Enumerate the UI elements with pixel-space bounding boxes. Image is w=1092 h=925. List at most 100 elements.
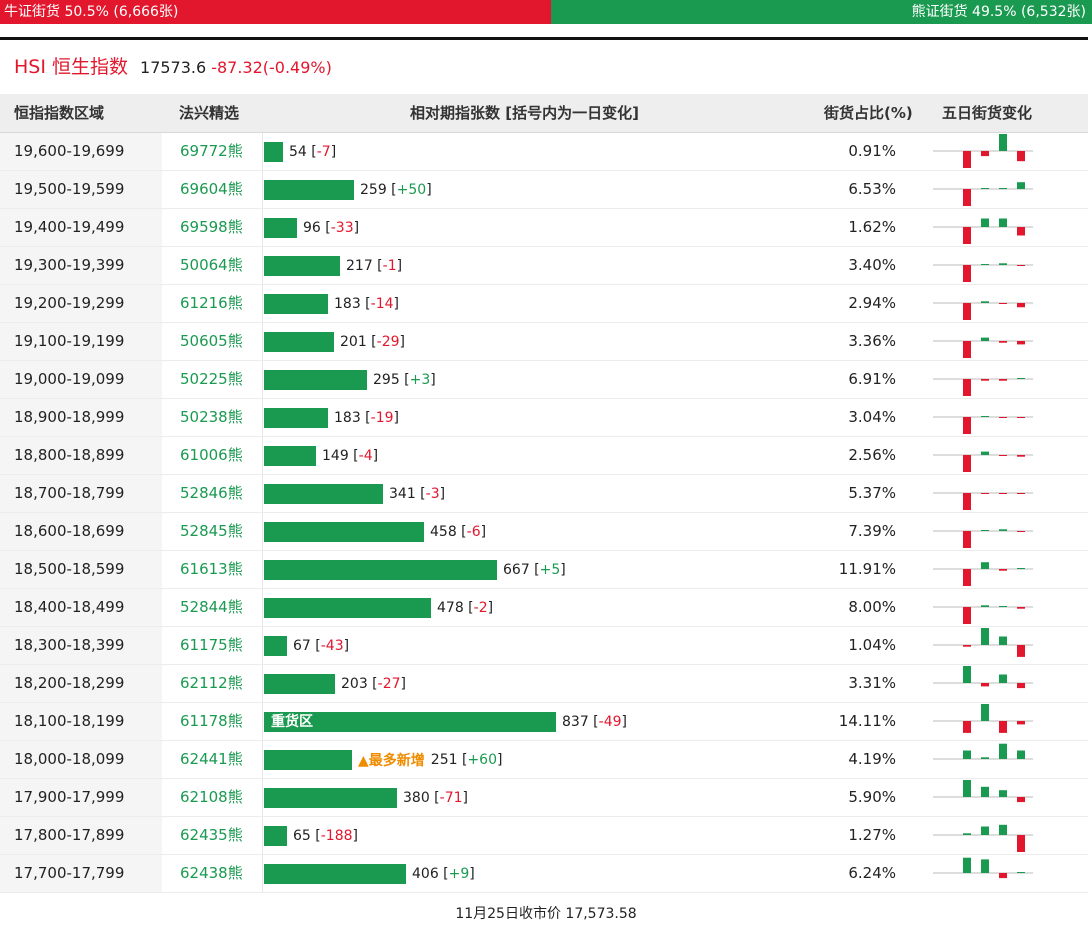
range-cell: 19,100-19,199: [0, 323, 162, 360]
count-number: 201: [340, 333, 367, 350]
warrant-code-link[interactable]: 52846熊: [163, 475, 263, 512]
table-row: 19,400-19,499 69598熊 96 [-33] 1.62%: [0, 209, 1088, 247]
five-day-sparkline: [933, 451, 1033, 472]
sparkline-bar: [999, 303, 1007, 304]
warrant-code-link[interactable]: 50605熊: [163, 323, 263, 360]
table-header: 恒指指数区域 法兴精选 相对期指张数 [括号内为一日变化] 街货占比(%) 五日…: [0, 94, 1088, 133]
most-new-flag: ▲最多新增: [358, 752, 425, 769]
sparkline-bar: [999, 790, 1007, 797]
count-cell: 149 [-4]: [264, 437, 378, 474]
warrant-code-link[interactable]: 62108熊: [163, 779, 263, 816]
sparkline-bar: [981, 562, 989, 569]
sparkline-bar: [981, 301, 989, 303]
count-value: 183 [-14]: [334, 295, 399, 312]
count-value: 667 [+5]: [503, 561, 566, 578]
count-value: 295 [+3]: [373, 371, 436, 388]
count-cell: 341 [-3]: [264, 475, 445, 512]
warrant-code-link[interactable]: 50225熊: [163, 361, 263, 398]
header-trend: 五日街货变化: [942, 104, 1033, 122]
warrant-code-link[interactable]: 50238熊: [163, 399, 263, 436]
five-day-sparkline: [933, 824, 1033, 852]
warrant-code-link[interactable]: 62112熊: [163, 665, 263, 702]
count-cell: ▲最多新增 251 [+60]: [264, 741, 502, 778]
table-row: 19,600-19,699 69772熊 54 [-7] 0.91%: [0, 133, 1088, 171]
count-number: 217: [346, 257, 373, 274]
table-row: 19,100-19,199 50605熊 201 [-29] 3.36%: [0, 323, 1088, 361]
range-cell: 18,600-18,699: [0, 513, 162, 550]
sparkline-bar: [1017, 531, 1025, 532]
sparkline-bar: [963, 455, 971, 472]
count-value: 251 [+60]: [430, 751, 503, 768]
count-cell: 203 [-27]: [264, 665, 406, 702]
sparkline-bar: [963, 417, 971, 434]
warrant-code-link[interactable]: 61613熊: [163, 551, 263, 588]
warrant-code-link[interactable]: 50064熊: [163, 247, 263, 284]
header-count: 相对期指张数 [括号内为一日变化]: [410, 104, 639, 122]
table-row: 18,200-18,299 62112熊 203 [-27] 3.31%: [0, 665, 1088, 703]
count-number: 67: [293, 637, 311, 654]
warrant-code-link[interactable]: 52844熊: [163, 589, 263, 626]
count-bar: 重货区: [264, 711, 556, 732]
warrant-code-link[interactable]: 61216熊: [163, 285, 263, 322]
sparkline-bar: [981, 605, 989, 607]
sparkline-bar: [999, 721, 1007, 733]
count-bar: [264, 521, 424, 542]
five-day-sparkline: [933, 628, 1033, 657]
bull-bear-ratio-bar: 牛证街货 50.5% (6,666张) 熊证街货 49.5% (6,532张): [0, 0, 1092, 24]
sparkline-bar: [999, 134, 1007, 151]
count-number: 96: [303, 219, 321, 236]
sparkline-bar: [1017, 750, 1025, 759]
warrant-code-link[interactable]: 61175熊: [163, 627, 263, 664]
count-number: 149: [322, 447, 349, 464]
count-delta: -7: [316, 143, 331, 160]
warrant-code-link[interactable]: 62438熊: [163, 855, 263, 892]
warrant-code-link[interactable]: 62435熊: [163, 817, 263, 854]
range-cell: 18,200-18,299: [0, 665, 162, 702]
sparkline-bar: [999, 873, 1007, 879]
count-cell: 65 [-188]: [264, 817, 358, 854]
warrant-code-link[interactable]: 69604熊: [163, 171, 263, 208]
table-row: 18,900-18,999 50238熊 183 [-19] 3.04%: [0, 399, 1088, 437]
warrant-code-link[interactable]: 61006熊: [163, 437, 263, 474]
warrant-code-link[interactable]: 69598熊: [163, 209, 263, 246]
table-row: 18,100-18,199 61178熊 重货区 837 [-49] 14.11%: [0, 703, 1088, 741]
count-bar: [264, 483, 383, 504]
sparkline-bar: [963, 265, 971, 282]
index-code[interactable]: HSI 恒生指数: [14, 52, 128, 79]
sparkline-bar: [999, 636, 1007, 645]
count-bar: [264, 217, 297, 238]
warrant-code-link[interactable]: 69772熊: [163, 133, 263, 170]
share-cell: 3.31%: [848, 674, 896, 692]
count-delta: -49: [598, 713, 622, 730]
count-bar: [264, 293, 328, 314]
five-day-sparkline: [933, 182, 1033, 206]
five-day-sparkline: [933, 218, 1033, 244]
count-bar: [264, 597, 431, 618]
share-cell: 6.24%: [848, 864, 896, 882]
count-cell: 重货区 837 [-49]: [264, 703, 627, 740]
warrant-code-link[interactable]: 52845熊: [163, 513, 263, 550]
count-cell: 183 [-19]: [264, 399, 399, 436]
table-row: 19,200-19,299 61216熊 183 [-14] 2.94%: [0, 285, 1088, 323]
count-cell: 295 [+3]: [264, 361, 436, 398]
share-cell: 1.62%: [848, 218, 896, 236]
sparkline-bar: [963, 833, 971, 835]
table-row: 19,300-19,399 50064熊 217 [-1] 3.40%: [0, 247, 1088, 285]
index-change: -87.32(-0.49%): [211, 58, 332, 77]
sparkline-bar: [1017, 227, 1025, 236]
warrant-code-link[interactable]: 61178熊: [163, 703, 263, 740]
count-number: 380: [403, 789, 430, 806]
warrant-code-link[interactable]: 62441熊: [163, 741, 263, 778]
table-row: 17,700-17,799 62438熊 406 [+9] 6.24%: [0, 855, 1088, 893]
sparkline-bar: [981, 451, 989, 455]
sparkline-bar: [963, 189, 971, 206]
sparkline-bar: [1017, 182, 1025, 189]
bear-share-segment: 熊证街货 49.5% (6,532张): [551, 0, 1092, 24]
count-bar: [264, 749, 352, 770]
sparkline-bar: [981, 704, 989, 721]
count-delta: -29: [376, 333, 400, 350]
count-number: 183: [334, 295, 361, 312]
count-cell: 183 [-14]: [264, 285, 399, 322]
count-cell: 458 [-6]: [264, 513, 486, 550]
sparkline-bar: [999, 493, 1007, 494]
